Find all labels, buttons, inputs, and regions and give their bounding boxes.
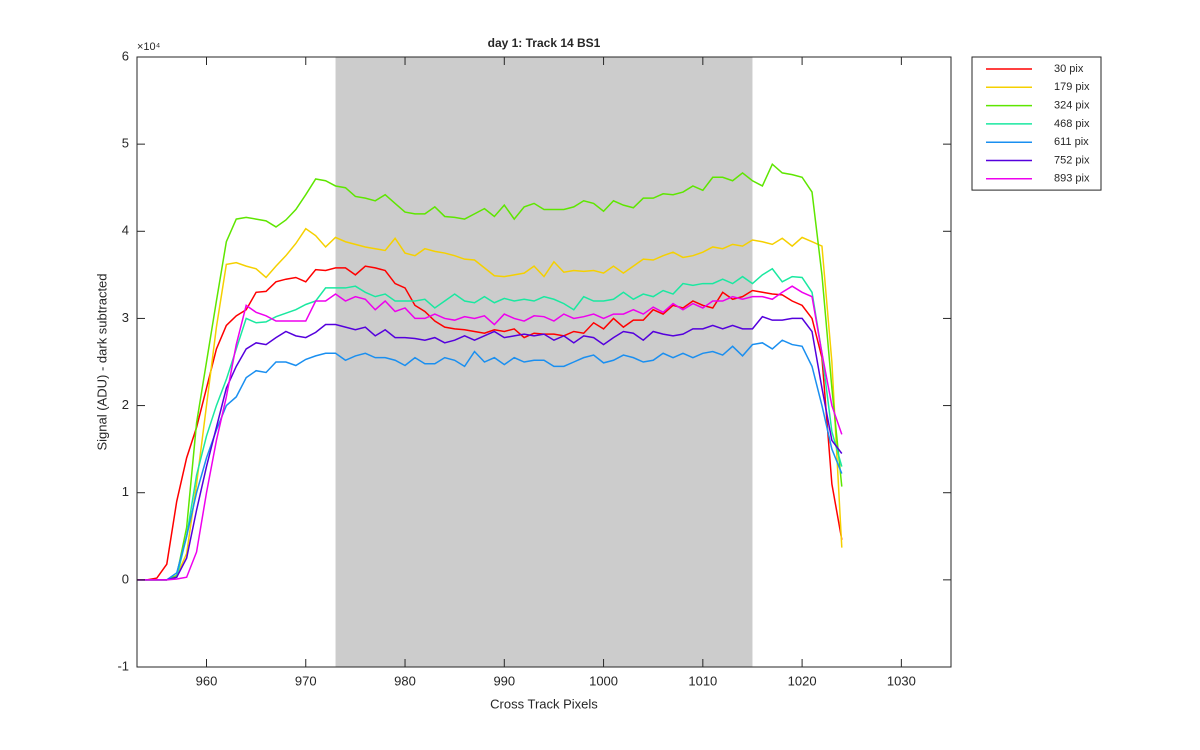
x-axis-label: Cross Track Pixels [490,696,598,711]
legend-label: 30 pix [1054,63,1084,75]
data-line [137,227,843,581]
data-line [137,265,843,581]
legend-label: 468 pix [1054,118,1090,130]
y-tick-label: 0 [122,571,129,586]
x-tick-label: 960 [196,673,218,688]
legend-label: 324 pix [1054,100,1090,112]
y-tick-label: 4 [122,223,129,238]
legend-label: 179 pix [1054,81,1090,93]
x-tick-label: 1000 [589,673,618,688]
y-exponent: ×10⁴ [137,41,161,53]
y-tick-label: 2 [122,397,129,412]
y-tick-label: 6 [122,48,129,63]
chart-title: day 1: Track 14 BS1 [488,36,601,50]
y-tick-label: 1 [122,484,129,499]
x-tick-label: 970 [295,673,317,688]
y-tick-label: 5 [122,136,129,151]
y-axis-label: Signal (ADU) - dark subtracted [94,273,109,450]
x-tick-label: 1020 [788,673,817,688]
x-tick-label: 990 [493,673,515,688]
x-tick-label: 1010 [688,673,717,688]
shaded-region [335,57,753,667]
x-tick-label: 980 [394,673,416,688]
legend-label: 752 pix [1054,154,1090,166]
y-tick-label: 3 [122,310,129,325]
data-line [137,315,843,581]
data-line [137,285,843,581]
data-line [137,267,843,581]
y-tick-label: -1 [117,658,129,673]
x-tick-label: 1030 [887,673,916,688]
legend-label: 893 pix [1054,173,1090,185]
data-line [137,162,843,581]
axes-box [136,56,952,668]
legend-label: 611 pix [1054,136,1089,148]
data-line [137,339,843,581]
